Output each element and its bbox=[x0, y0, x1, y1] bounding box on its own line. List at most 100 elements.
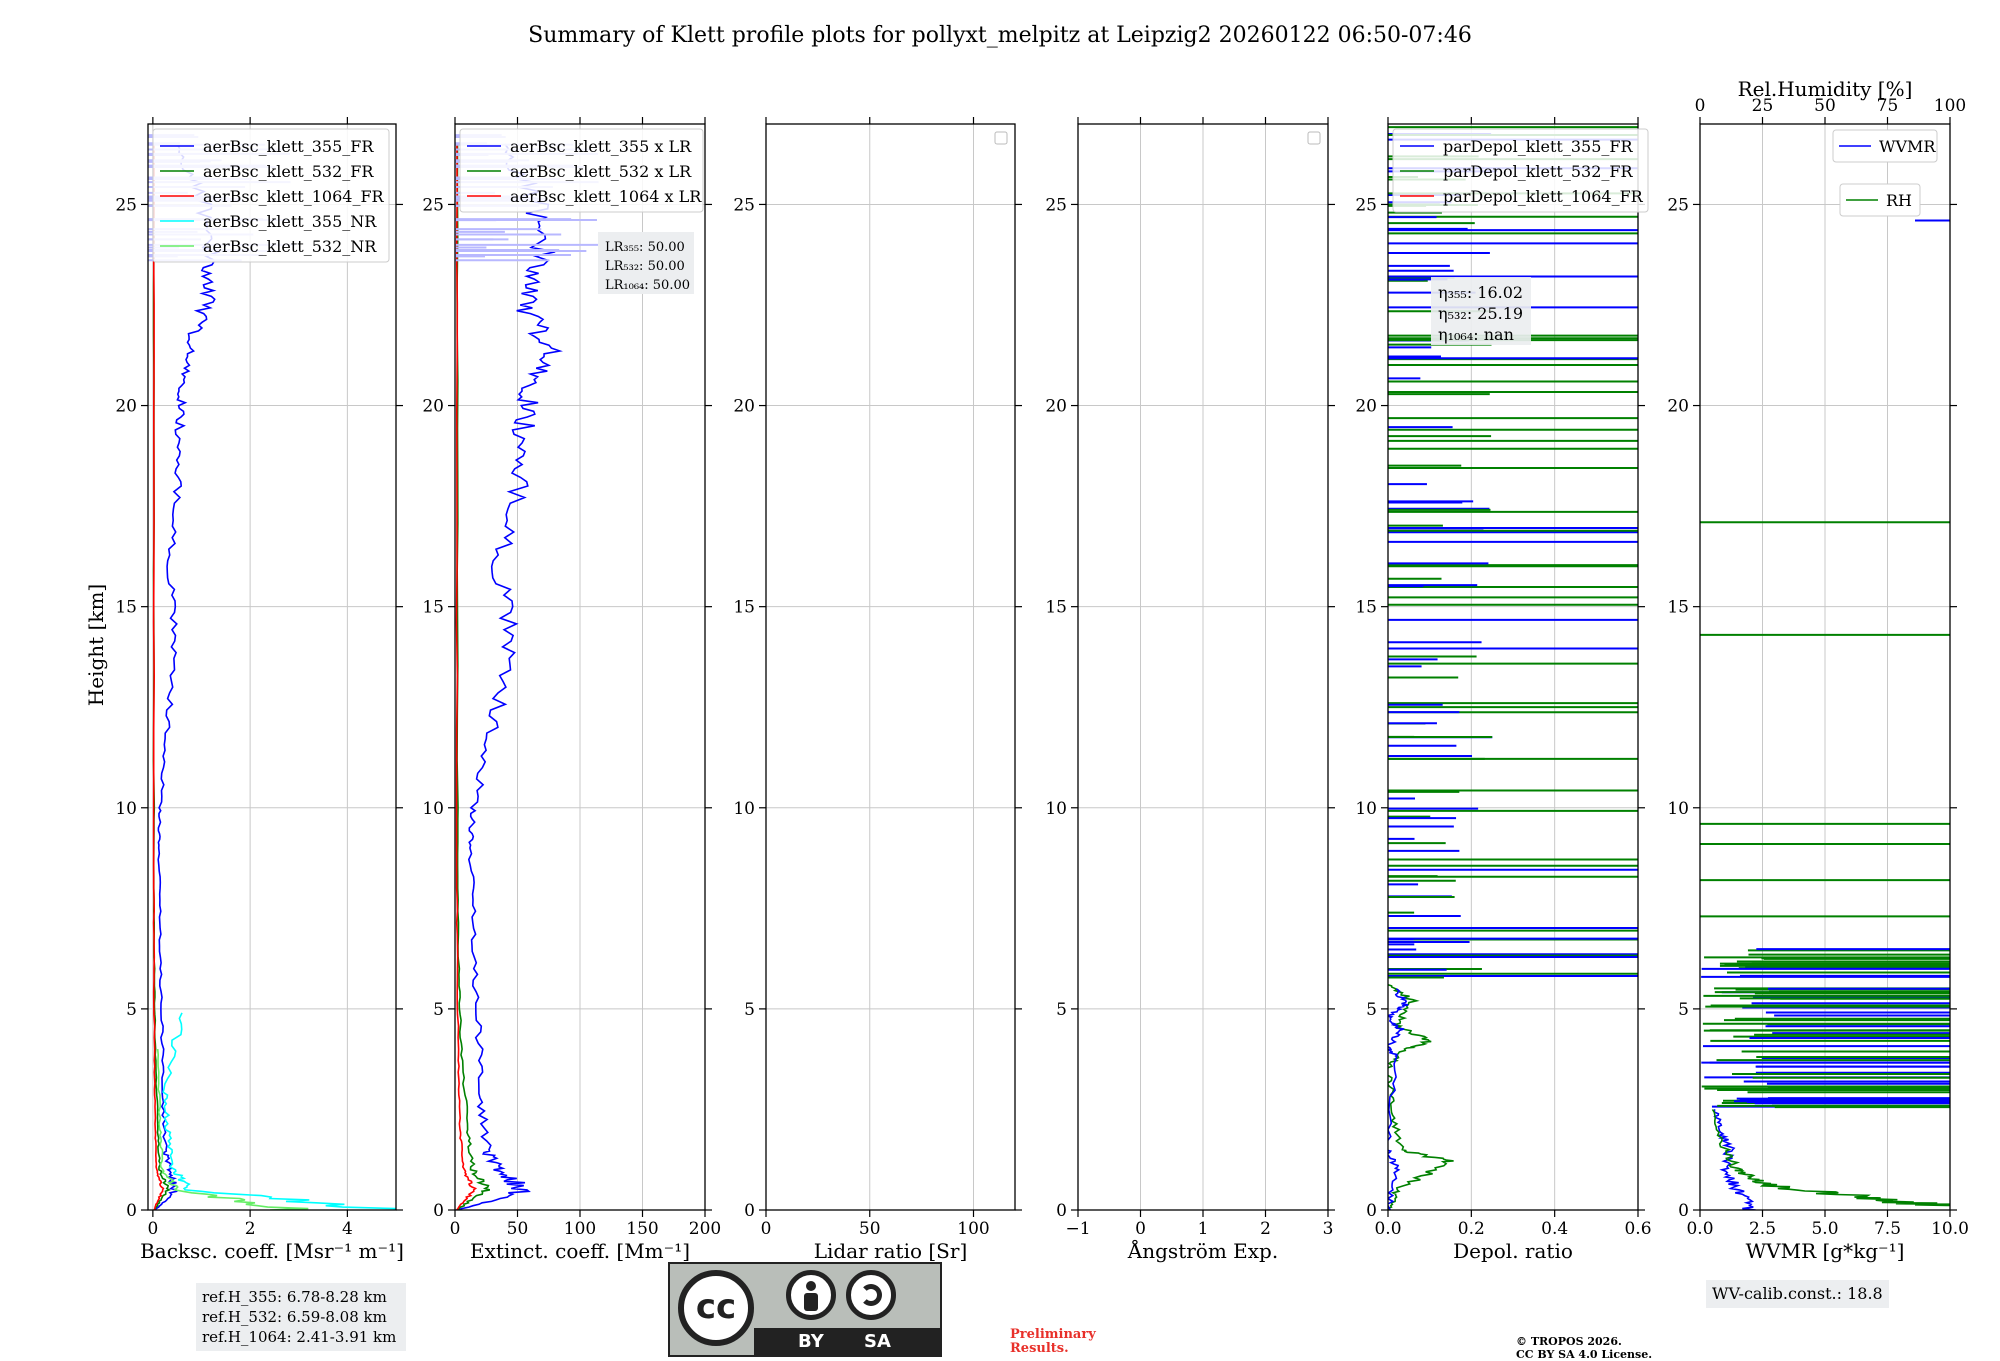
legend-box bbox=[1839, 183, 1921, 217]
share-alike-icon bbox=[846, 1270, 896, 1320]
top-tick-label: 0 bbox=[1695, 96, 1706, 116]
y-tick-label: 15 bbox=[1355, 598, 1377, 618]
ref-height-532: ref.H_532: 6.59-8.08 km bbox=[202, 1308, 387, 1326]
y-tick-label: 0 bbox=[744, 1201, 755, 1221]
axes-frame bbox=[147, 123, 397, 1211]
x-axis-label: Lidar ratio [Sr] bbox=[814, 1239, 968, 1263]
y-tick-label: 0 bbox=[1678, 1201, 1689, 1221]
axes-frame bbox=[454, 123, 706, 1211]
empty-legend-box bbox=[994, 131, 1008, 145]
empty-legend-box bbox=[1307, 131, 1321, 145]
data-area bbox=[1388, 126, 1638, 1210]
axes-frame bbox=[765, 123, 1016, 1211]
x-tick-label: 100 bbox=[564, 1219, 596, 1239]
y-tick-label: 10 bbox=[422, 799, 444, 819]
legend-entry: RH bbox=[1886, 191, 1912, 210]
annotation-box bbox=[598, 232, 694, 294]
x-tick-label: 0.0 bbox=[1686, 1219, 1713, 1239]
y-tick-label: 5 bbox=[126, 1000, 137, 1020]
legend-entry: parDepol_klett_1064_FR bbox=[1443, 187, 1644, 206]
x-tick-label: 0.4 bbox=[1541, 1219, 1568, 1239]
attribution-icon bbox=[786, 1270, 836, 1320]
series-line bbox=[1388, 984, 1454, 1210]
y-tick-label: 20 bbox=[115, 397, 137, 417]
x-tick-label: 4 bbox=[342, 1219, 353, 1239]
legend-entry: aerBsc_klett_355_FR bbox=[203, 137, 374, 156]
preliminary-note: Preliminary Results. bbox=[1010, 1327, 1096, 1356]
legend-entry: aerBsc_klett_1064 x LR bbox=[510, 187, 702, 206]
series-line bbox=[458, 143, 563, 1210]
y-tick-label: 5 bbox=[744, 1000, 755, 1020]
eta-line: η₅₃₂: 25.19 bbox=[1438, 304, 1523, 323]
legend-entry: aerBsc_klett_1064_FR bbox=[203, 187, 385, 206]
lidar-ratio-box: LR₃₅₅: 50.00 LR₅₃₂: 50.00 LR₁₀₆₄: 50.00 bbox=[598, 232, 694, 294]
top-axis-label: Rel.Humidity [%] bbox=[1738, 77, 1913, 101]
y-tick-label: 25 bbox=[1355, 195, 1377, 215]
panel-bsc: 0 2 4 0 5 10 15 20 25 Backsc. coeff. [Msr⁻¹ m⁻¹] a… bbox=[115, 117, 404, 1263]
axes-frame bbox=[1387, 123, 1639, 1211]
x-tick-label: 2 bbox=[245, 1219, 256, 1239]
x-axis-label: WVMR [g*kg⁻¹] bbox=[1746, 1239, 1905, 1263]
series-line bbox=[156, 1049, 309, 1210]
x-tick-label: 5.0 bbox=[1811, 1219, 1838, 1239]
legend: RH bbox=[1839, 183, 1921, 217]
y-tick-label: 5 bbox=[1678, 1000, 1689, 1020]
y-tick-label: 0 bbox=[433, 1201, 444, 1221]
x-axis-label: Extinct. coeff. [Mm⁻¹] bbox=[470, 1239, 690, 1263]
y-tick-label: 10 bbox=[733, 799, 755, 819]
y-tick-label: 15 bbox=[115, 598, 137, 618]
y-tick-label: 0 bbox=[1366, 1201, 1377, 1221]
panel-lr: 0 50 100 0 5 10 15 20 25 Lidar ratio [Sr] bbox=[733, 117, 1022, 1263]
series-line bbox=[162, 1012, 396, 1210]
top-tick-label: 100 bbox=[1934, 96, 1966, 116]
cc-logo: cc bbox=[678, 1270, 754, 1346]
panel-dep: 0.0 0.2 0.4 0.6 0 5 10 15 20 25 Depol. ratio parDep… bbox=[1355, 117, 1652, 1263]
x-tick-label: 1 bbox=[1198, 1219, 1209, 1239]
wv-calibration-box: WV-calib.const.: 18.8 bbox=[1706, 1280, 1889, 1308]
x-axis-label: Ångström Exp. bbox=[1127, 1238, 1278, 1263]
series-line bbox=[456, 144, 491, 1210]
x-tick-label: 0 bbox=[1135, 1219, 1146, 1239]
legend-box bbox=[152, 128, 390, 263]
figure-title: Summary of Klett profile plots for polly… bbox=[528, 23, 1472, 48]
license-strip: BY SA bbox=[754, 1328, 940, 1355]
legend-entry: parDepol_klett_532_FR bbox=[1443, 162, 1634, 181]
x-axis-label: Backsc. coeff. [Msr⁻¹ m⁻¹] bbox=[140, 1239, 404, 1263]
series-line bbox=[152, 144, 165, 1210]
x-axis-label: Depol. ratio bbox=[1453, 1239, 1573, 1263]
x-tick-label: 150 bbox=[626, 1219, 658, 1239]
legend: aerBsc_klett_355 x LR aerBsc_klett_532 x … bbox=[459, 128, 704, 213]
y-tick-label: 25 bbox=[1045, 195, 1067, 215]
x-tick-label: −1 bbox=[1065, 1219, 1090, 1239]
legend-entry: aerBsc_klett_532_NR bbox=[203, 237, 377, 256]
series-line bbox=[152, 144, 171, 1210]
y-tick-label: 20 bbox=[1355, 397, 1377, 417]
axes-frame bbox=[1077, 123, 1329, 1211]
reference-height-box: ref.H_355: 6.78-8.28 km ref.H_532: 6.59-… bbox=[196, 1283, 406, 1351]
x-tick-label: 0.0 bbox=[1374, 1219, 1401, 1239]
x-tick-label: 2 bbox=[1260, 1219, 1271, 1239]
data-area bbox=[1700, 219, 1950, 1210]
panel-wv: 0.0 2.5 5.0 7.5 10.0 0 5 10 15 20 25 WVMR [g*kg⁻¹] R… bbox=[1667, 77, 1969, 1263]
legend-box bbox=[459, 128, 704, 213]
y-tick-label: 20 bbox=[1045, 397, 1067, 417]
annotation-box bbox=[1431, 277, 1531, 345]
series-line bbox=[154, 143, 222, 1210]
legend: parDepol_klett_355_FR parDepol_klett_532_… bbox=[1392, 128, 1649, 213]
license-by: BY bbox=[798, 1331, 824, 1352]
ref-height-1064: ref.H_1064: 2.41-3.91 km bbox=[202, 1328, 397, 1346]
eta-box: η₃₅₅: 16.02 η₅₃₂: 25.19 η₁₀₆₄: nan bbox=[1431, 277, 1531, 345]
legend-entry: aerBsc_klett_532 x LR bbox=[510, 162, 692, 181]
legend-box bbox=[1392, 128, 1649, 213]
y-tick-label: 0 bbox=[126, 1201, 137, 1221]
eta-line: η₁₀₆₄: nan bbox=[1438, 325, 1514, 344]
y-tick-label: 15 bbox=[1045, 598, 1067, 618]
lidar-ratio-line: LR₅₃₂: 50.00 bbox=[605, 259, 685, 274]
top-tick-label: 25 bbox=[1752, 96, 1774, 116]
x-tick-label: 3 bbox=[1323, 1219, 1334, 1239]
y-tick-label: 10 bbox=[115, 799, 137, 819]
x-tick-label: 0 bbox=[147, 1219, 158, 1239]
